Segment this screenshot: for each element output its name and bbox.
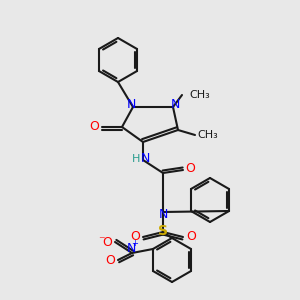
Text: N: N (158, 208, 168, 220)
Text: N: N (140, 152, 150, 166)
Text: N: N (126, 98, 136, 110)
Text: O: O (186, 230, 196, 242)
Text: O: O (102, 236, 112, 248)
Text: S: S (158, 224, 168, 238)
Text: O: O (130, 230, 140, 242)
Text: O: O (105, 254, 115, 266)
Text: O: O (89, 119, 99, 133)
Text: ⁻: ⁻ (98, 235, 104, 248)
Text: O: O (185, 163, 195, 176)
Text: H: H (132, 154, 140, 164)
Text: N: N (170, 98, 180, 110)
Text: +: + (131, 239, 138, 248)
Text: N: N (126, 242, 136, 254)
Text: CH₃: CH₃ (197, 130, 218, 140)
Text: CH₃: CH₃ (189, 90, 210, 100)
